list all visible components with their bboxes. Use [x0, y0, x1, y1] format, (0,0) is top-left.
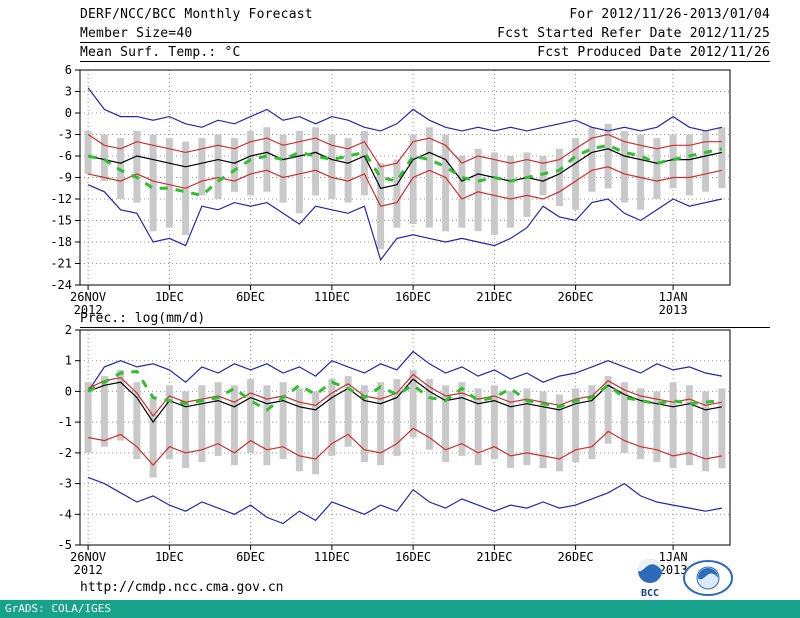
y-tick-label: 6 — [65, 64, 72, 77]
ensemble-min-line — [87, 476, 723, 525]
x-tick-label: 1JAN — [659, 550, 688, 564]
plot-frame — [79, 329, 731, 546]
precipitation-chart-title: Prec.: log(mm/d) — [80, 311, 770, 328]
lower-quartile-line — [87, 166, 723, 207]
ncc-logo-swirl-icon — [698, 568, 718, 580]
y-tick-label: -5 — [58, 538, 72, 552]
y-tick-label: -4 — [58, 507, 72, 521]
ncc-logo-ring-icon — [683, 560, 733, 596]
y-tick-label: -3 — [58, 128, 72, 142]
y-tick-label: 1 — [65, 354, 72, 368]
y-tick-label: -6 — [58, 149, 72, 163]
y-axis: 6 3 0 -3 -6 -9 -12 -15 -18 -21 -24 — [50, 64, 80, 292]
bcc-logo-swirl-icon — [638, 559, 662, 572]
y-tick-label: -15 — [50, 214, 72, 228]
y-tick-label: -21 — [50, 257, 72, 271]
x-tick-label: 26NOV — [70, 550, 106, 564]
x-tick-label: 26NOV — [70, 290, 106, 304]
source-url: http://cmdp.ncc.cma.gov.cn — [80, 580, 284, 595]
y-tick-label: -12 — [50, 192, 72, 206]
y-tick-label: -18 — [50, 235, 72, 249]
gridlines — [80, 70, 730, 285]
header-row-1: DERF/NCC/BCC Monthly Forecast For 2012/1… — [80, 7, 770, 23]
header-row-2: Member Size=40 Fcst Started Refer Date 2… — [80, 26, 770, 43]
x-tick-sublabel: 2013 — [659, 303, 688, 317]
x-tick-label: 26DEC — [558, 290, 594, 304]
header-row-3: Mean Surf. Temp.: °C Fcst Produced Date … — [80, 45, 770, 62]
forecast-date-range: For 2012/11/26-2013/01/04 — [569, 7, 770, 22]
member-size-label: Member Size=40 — [80, 26, 193, 41]
ncc-logo — [682, 558, 734, 602]
y-tick-label: 0 — [65, 106, 72, 120]
y-tick-label: -3 — [58, 477, 72, 491]
x-tick-label: 6DEC — [236, 290, 265, 304]
upper-quartile-line — [87, 373, 723, 417]
ensemble-mean-line — [87, 148, 723, 189]
x-tick-label: 16DEC — [395, 550, 431, 564]
x-tick-label: 1JAN — [659, 290, 688, 304]
lower-quartile-line — [87, 427, 723, 467]
x-tick-sublabel: 2013 — [659, 563, 688, 577]
observation-line — [87, 143, 723, 198]
y-tick-label: 2 — [65, 324, 72, 337]
x-tick-label: 11DEC — [314, 290, 350, 304]
x-tick-label: 16DEC — [395, 290, 431, 304]
bcc-logo: BCC — [630, 558, 670, 602]
y-tick-label: -9 — [58, 171, 72, 185]
fcst-started-label: Fcst Started Refer Date 2012/11/25 — [497, 26, 770, 41]
bcc-logo-label: BCC — [641, 588, 659, 598]
x-tick-label: 26DEC — [558, 550, 594, 564]
temperature-chart-title: Mean Surf. Temp.: °C — [80, 45, 241, 60]
gridlines — [80, 330, 730, 545]
y-tick-label: -2 — [58, 446, 72, 460]
y-tick-label: 0 — [65, 384, 72, 398]
fcst-produced-label: Fcst Produced Date 2012/11/26 — [537, 45, 770, 60]
y-tick-label: -1 — [58, 415, 72, 429]
y-tick-label: -24 — [50, 278, 72, 292]
y-axis: 2 1 0 -1 -2 -3 -4 -5 — [58, 324, 80, 552]
upper-quartile-line — [87, 133, 722, 168]
grads-credit-label: GrADS: COLA/IGES — [5, 602, 111, 615]
x-tick-label: 21DEC — [476, 290, 512, 304]
x-tick-label: 6DEC — [236, 550, 265, 564]
observation-line — [87, 369, 723, 412]
ensemble-min-line — [87, 184, 723, 262]
x-tick-label: 1DEC — [155, 550, 184, 564]
ensemble-spread-bars — [84, 369, 726, 478]
x-tick-label: 1DEC — [155, 290, 184, 304]
page-title: DERF/NCC/BCC Monthly Forecast — [80, 7, 313, 22]
grads-credit-strip: GrADS: COLA/IGES — [0, 600, 800, 618]
x-tick-sublabel: 2012 — [74, 563, 103, 577]
x-tick-label: 11DEC — [314, 550, 350, 564]
x-tick-sublabel: 2012 — [74, 303, 103, 317]
x-tick-label: 21DEC — [476, 550, 512, 564]
ensemble-spread-bars — [84, 123, 726, 250]
ensemble-max-line — [87, 87, 723, 132]
ensemble-max-line — [87, 350, 723, 392]
y-tick-label: 3 — [65, 85, 72, 99]
